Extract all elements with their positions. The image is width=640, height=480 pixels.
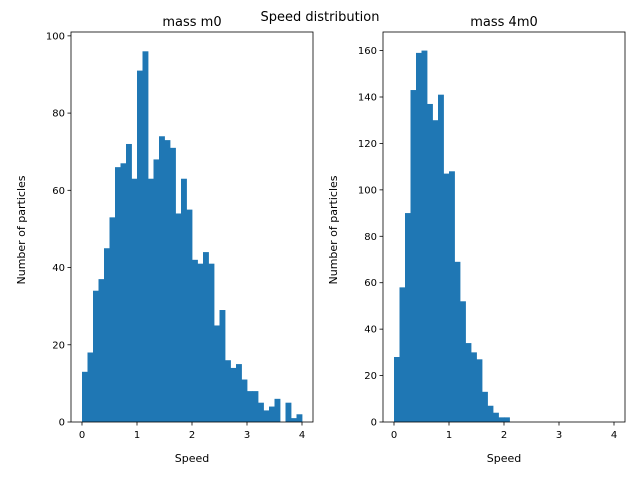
histogram-bar-m0-28: [236, 364, 242, 422]
y-axis-label-4m0: Number of particles: [327, 175, 340, 284]
y-axis-label-m0: Number of particles: [15, 175, 28, 284]
y-tick-label-m0-1: 20: [52, 340, 65, 351]
histogram-bar-m0-8: [126, 143, 132, 423]
histogram-bar-m0-35: [274, 398, 281, 422]
x-tick-label-4m0-2: 2: [501, 430, 507, 441]
x-tick-label-4m0-0: 0: [391, 430, 397, 441]
histogram-bar-m0-34: [269, 406, 275, 422]
histogram-bar-m0-31: [252, 391, 259, 422]
y-tick-label-4m0-8: 160: [358, 46, 377, 57]
histogram-bar-m0-37: [285, 402, 292, 422]
y-tick-label-m0-2: 40: [52, 263, 65, 274]
x-tick-label-m0-2: 2: [189, 430, 195, 441]
histogram-bar-4m0-13: [465, 343, 472, 422]
histogram-bar-m0-23: [208, 263, 215, 422]
histogram-bar-m0-12: [148, 178, 154, 422]
y-tick-label-4m0-0: 0: [371, 418, 377, 429]
histogram-bar-m0-1: [87, 352, 94, 422]
histogram-bar-m0-20: [192, 259, 198, 422]
histogram-bar-4m0-14: [471, 352, 477, 422]
histogram-bar-m0-7: [120, 163, 127, 423]
histogram-bar-m0-14: [159, 136, 165, 422]
histogram-bar-4m0-19: [498, 417, 505, 422]
histogram-bar-m0-5: [109, 217, 116, 422]
histogram-bar-4m0-12: [460, 301, 466, 422]
histogram-bar-m0-39: [296, 414, 303, 422]
histogram-bar-4m0-7: [432, 120, 439, 423]
histogram-bar-m0-15: [164, 140, 171, 422]
x-axis-label-m0: Speed: [175, 452, 209, 465]
y-tick-label-4m0-7: 140: [358, 93, 377, 104]
x-tick-label-4m0-4: 4: [611, 430, 617, 441]
histogram-bar-4m0-4: [416, 52, 422, 422]
x-axis-label-4m0: Speed: [487, 452, 521, 465]
y-tick-label-4m0-3: 60: [364, 278, 377, 289]
figure-suptitle: Speed distribution: [261, 10, 380, 25]
histogram-bar-4m0-20: [504, 417, 510, 422]
x-tick-label-4m0-1: 1: [446, 430, 452, 441]
y-tick-label-4m0-4: 80: [364, 232, 377, 243]
histogram-bar-m0-13: [153, 159, 160, 422]
histogram-bar-4m0-2: [405, 213, 411, 422]
y-tick-label-4m0-2: 40: [364, 325, 377, 336]
histogram-bar-4m0-15: [476, 359, 483, 422]
histogram-bar-m0-17: [175, 213, 182, 422]
y-tick-label-4m0-6: 120: [358, 139, 377, 150]
y-tick-label-m0-3: 60: [52, 186, 65, 197]
y-tick-label-4m0-1: 20: [364, 371, 377, 382]
histogram-bar-m0-6: [115, 167, 121, 422]
x-tick-label-m0-4: 4: [299, 430, 305, 441]
histogram-bar-4m0-8: [438, 94, 444, 423]
histogram-bar-m0-9: [131, 178, 138, 422]
histogram-bar-m0-3: [98, 279, 105, 422]
histogram-bar-m0-4: [104, 248, 110, 422]
histogram-bar-m0-18: [181, 178, 187, 422]
histogram-bar-m0-11: [142, 51, 149, 423]
histogram-bar-4m0-0: [394, 357, 400, 422]
histogram-bar-4m0-11: [454, 261, 461, 422]
histogram-bar-m0-38: [291, 418, 297, 422]
y-tick-label-m0-0: 0: [59, 418, 65, 429]
histogram-bar-m0-10: [137, 70, 143, 423]
histogram-bar-4m0-17: [487, 405, 494, 422]
panel-title-m0: mass m0: [162, 15, 221, 30]
x-tick-label-m0-1: 1: [134, 430, 140, 441]
histogram-panel-4m0: mass 4m0 Speed Number of particles 0 1 2 3 4…: [327, 15, 626, 465]
histogram-bar-m0-33: [263, 410, 270, 422]
histogram-bar-4m0-18: [493, 412, 499, 422]
histogram-bar-4m0-16: [482, 391, 488, 422]
histogram-bar-m0-16: [170, 147, 176, 422]
histogram-bar-m0-19: [186, 209, 193, 422]
histogram-bar-m0-27: [230, 367, 237, 422]
histogram-bar-4m0-1: [399, 287, 406, 422]
x-tick-label-m0-3: 3: [244, 430, 250, 441]
histogram-bar-4m0-9: [443, 173, 450, 422]
histogram-bar-4m0-3: [410, 90, 417, 422]
histogram-bar-m0-29: [241, 379, 248, 422]
histogram-bar-4m0-5: [421, 50, 428, 422]
panel-title-4m0: mass 4m0: [470, 15, 538, 30]
y-tick-label-m0-4: 80: [52, 109, 65, 120]
histogram-bar-m0-26: [225, 360, 231, 422]
histogram-bar-m0-2: [93, 290, 99, 422]
histogram-bar-m0-21: [197, 263, 204, 422]
histogram-bar-m0-0: [82, 371, 88, 422]
y-tick-label-4m0-5: 100: [358, 185, 377, 196]
histogram-bar-m0-24: [214, 325, 220, 422]
histogram-bar-m0-30: [247, 391, 253, 422]
histogram-bar-m0-25: [219, 310, 226, 422]
x-tick-label-m0-0: 0: [79, 430, 85, 441]
y-tick-label-m0-5: 100: [46, 31, 65, 42]
histogram-panel-m0: mass m0 Speed Number of particles 0 1 2 3 40…: [15, 15, 314, 465]
x-tick-label-4m0-3: 3: [556, 430, 562, 441]
histogram-bar-4m0-10: [449, 171, 455, 422]
histogram-bar-m0-22: [203, 252, 209, 422]
histogram-bar-m0-32: [258, 402, 264, 422]
histogram-bar-4m0-6: [427, 103, 433, 423]
